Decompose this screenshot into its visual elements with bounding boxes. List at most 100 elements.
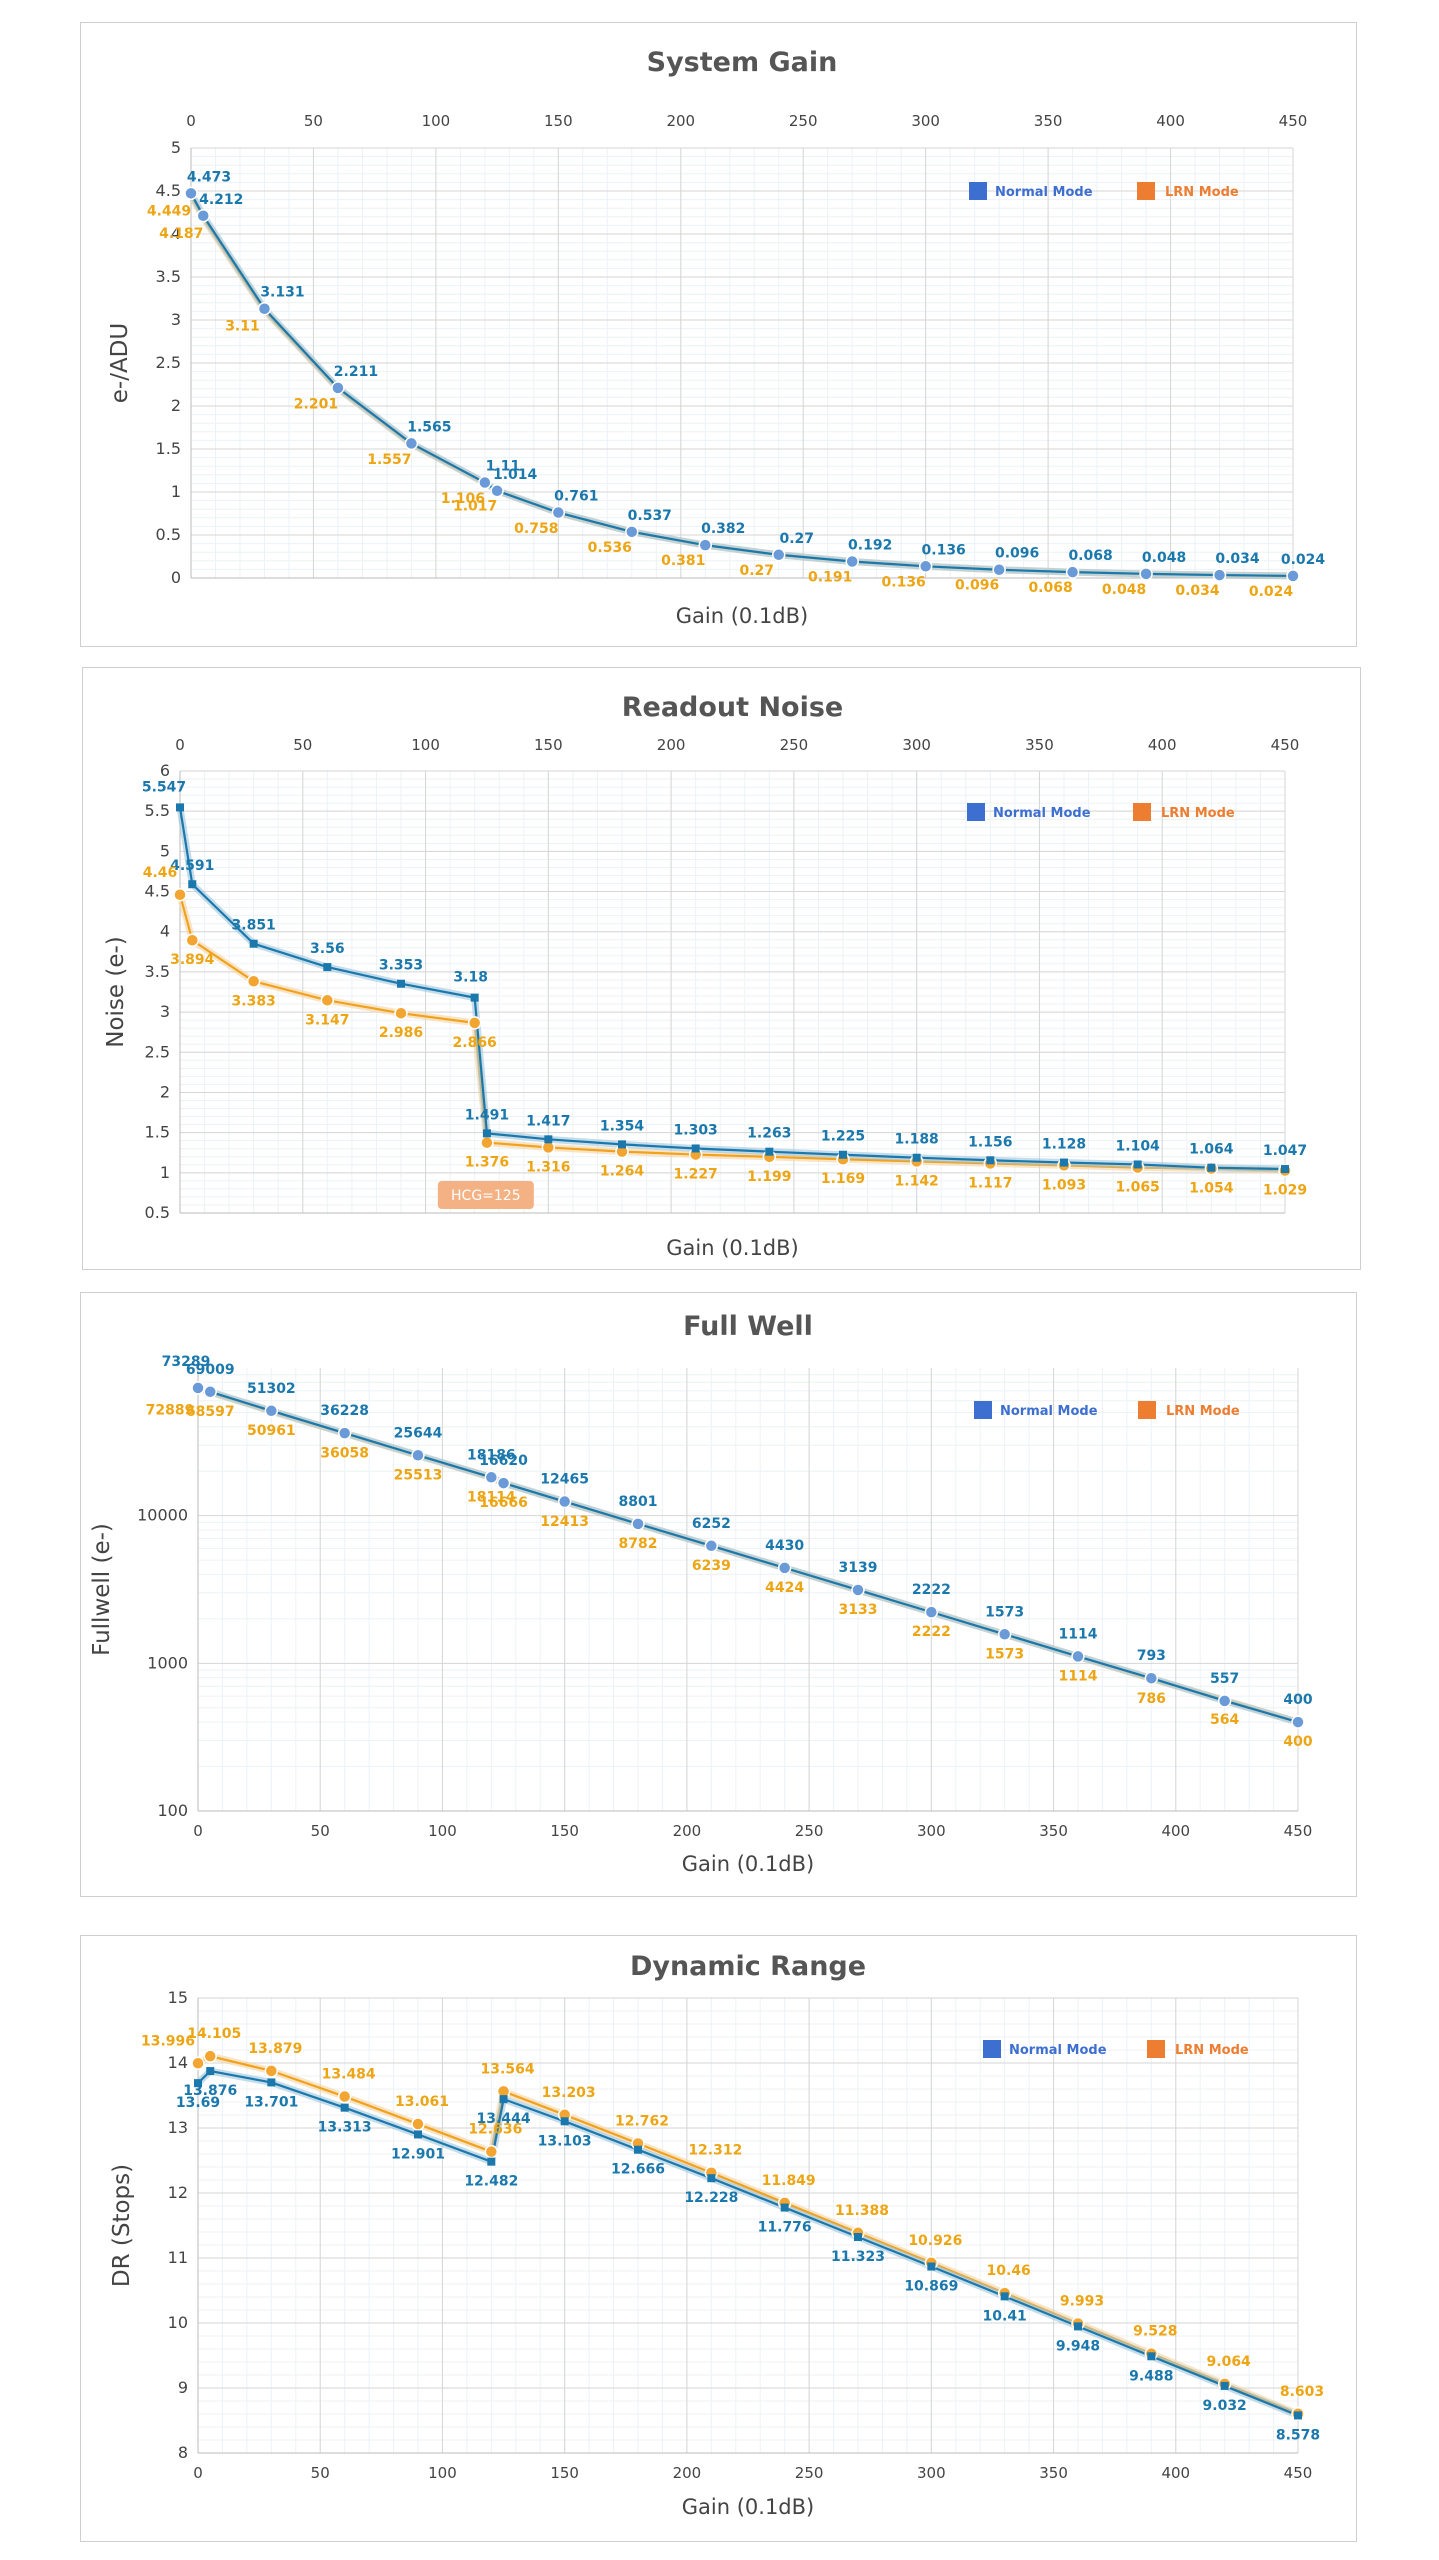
lrn-mode-data-label: 0.27 — [739, 563, 774, 579]
y-tick-label: 4 — [160, 922, 170, 941]
lrn-mode-marker — [191, 2056, 205, 2071]
normal-mode-marker — [487, 2157, 496, 2166]
normal-mode-marker — [924, 1605, 939, 1619]
normal-mode-data-label: 1.417 — [526, 1113, 570, 1129]
lrn-mode-data-label: 8782 — [619, 1536, 658, 1552]
normal-mode-data-label: 1.225 — [821, 1129, 865, 1145]
x-tick-label: 450 — [1284, 2464, 1313, 2482]
x-tick-label: 250 — [795, 2464, 824, 2482]
normal-mode-marker — [912, 1153, 921, 1162]
lrn-mode-data-label: 1.557 — [367, 452, 411, 468]
lrn-mode-data-label: 25513 — [394, 1468, 443, 1484]
x-tick-label: 150 — [544, 112, 573, 130]
y-tick-label: 1.5 — [145, 1123, 170, 1142]
full-well-chart-panel: Full Well 0 50 100 150 200 250 300 350 400 450 100 1… — [80, 1292, 1357, 1897]
normal-mode-data-label: 0.034 — [1215, 551, 1260, 567]
lrn-mode-data-label: 1.017 — [453, 499, 497, 515]
dynamic-range-chart-panel: Dynamic Range 0 50 100 150 200 250 300 350 400 450… — [80, 1935, 1357, 2542]
normal-mode-marker — [1294, 2411, 1302, 2420]
legend-lrn-label: LRN Mode — [1161, 806, 1235, 821]
legend-lrn-swatch — [1147, 2040, 1165, 2058]
lrn-mode-data-label: 12.636 — [468, 2122, 522, 2138]
lrn-mode-data-label: 786 — [1137, 1691, 1166, 1707]
y-tick-label: 3 — [160, 1002, 170, 1021]
normal-mode-marker — [478, 475, 492, 490]
normal-mode-data-label: 11.776 — [758, 2220, 812, 2236]
normal-mode-marker — [634, 2145, 642, 2154]
normal-mode-marker — [404, 436, 419, 451]
y-tick-label: 10000 — [137, 1506, 188, 1525]
lrn-mode-data-label: 2.866 — [453, 1035, 497, 1051]
system-gain-chart-panel: System Gain 0 50 100 150 200 250 300 350 400 450 0 0… — [80, 22, 1357, 647]
x-tick-label: 100 — [422, 112, 451, 130]
y-tick-label: 1 — [160, 1163, 170, 1182]
x-tick-label: 300 — [911, 112, 940, 130]
normal-mode-marker — [337, 1426, 352, 1440]
normal-mode-marker — [704, 1539, 719, 1553]
normal-mode-data-label: 12.901 — [391, 2146, 445, 2162]
y-tick-label: 15 — [168, 1988, 188, 2007]
lrn-mode-data-label: 9.993 — [1060, 2293, 1104, 2309]
normal-mode-data-label: 1.303 — [674, 1122, 718, 1138]
x-tick-label: 250 — [789, 112, 818, 130]
normal-mode-data-label: 13.103 — [538, 2133, 592, 2149]
y-tick-label: 6 — [160, 761, 170, 780]
x-tick-label: 50 — [311, 1822, 330, 1840]
normal-mode-data-label: 1.11 — [486, 459, 521, 475]
lrn-mode-data-label: 2222 — [912, 1624, 951, 1640]
lrn-mode-data-label: 16666 — [479, 1495, 528, 1511]
normal-mode-marker — [557, 1494, 572, 1509]
normal-mode-marker — [765, 1147, 774, 1156]
normal-mode-marker — [196, 209, 210, 223]
normal-mode-data-label: 1.047 — [1263, 1143, 1307, 1159]
x-tick-label: 150 — [534, 736, 563, 754]
y-axis-label: Noise (e-) — [103, 936, 129, 1048]
normal-mode-marker — [1139, 567, 1153, 581]
legend-lrn-label: LRN Mode — [1165, 185, 1239, 200]
lrn-mode-marker — [203, 2049, 217, 2063]
y-tick-label: 4.5 — [145, 882, 170, 901]
lrn-mode-data-label: 12413 — [540, 1514, 589, 1530]
x-tick-label: 300 — [917, 2464, 946, 2482]
legend-normal-swatch — [969, 182, 987, 200]
normal-mode-data-label: 69009 — [186, 1362, 235, 1378]
y-tick-label: 100 — [157, 1801, 188, 1820]
normal-mode-data-label: 4.473 — [187, 169, 231, 185]
normal-mode-marker — [997, 1627, 1012, 1642]
normal-mode-marker — [484, 1470, 499, 1485]
normal-mode-marker — [625, 525, 639, 539]
x-tick-label: 150 — [550, 2464, 579, 2482]
lrn-mode-data-label: 564 — [1210, 1712, 1239, 1728]
normal-mode-line — [178, 807, 1286, 1171]
x-axis-label: Gain (0.1dB) — [676, 604, 808, 628]
y-tick-label: 2 — [171, 396, 181, 415]
normal-mode-marker — [249, 939, 258, 948]
x-tick-label: 0 — [186, 112, 196, 130]
y-tick-label: 8 — [178, 2443, 188, 2462]
normal-mode-marker — [397, 979, 405, 988]
normal-mode-marker — [264, 1404, 279, 1418]
x-tick-label: 350 — [1039, 1822, 1068, 1840]
x-tick-label: 350 — [1034, 112, 1063, 130]
normal-mode-data-label: 4430 — [765, 1538, 804, 1554]
lrn-mode-data-label: 400 — [1283, 1734, 1312, 1750]
normal-mode-data-label: 13.313 — [318, 2120, 372, 2136]
x-tick-label: 200 — [657, 736, 686, 754]
normal-mode-data-label: 3139 — [839, 1560, 878, 1576]
normal-mode-data-label: 9.488 — [1129, 2368, 1173, 2384]
lrn-mode-data-label: 0.048 — [1102, 582, 1146, 598]
y-tick-label: 2.5 — [145, 1042, 170, 1061]
legend-lrn-swatch — [1137, 182, 1155, 200]
normal-mode-marker — [499, 2095, 508, 2104]
normal-mode-data-label: 10.869 — [904, 2279, 958, 2295]
legend-normal-label: Normal Mode — [995, 185, 1093, 200]
lrn-mode-data-label: 6239 — [692, 1558, 731, 1574]
normal-mode-marker — [184, 186, 198, 201]
y-tick-label: 12 — [168, 2183, 188, 2202]
normal-mode-marker — [1060, 1158, 1068, 1167]
x-tick-label: 400 — [1161, 1822, 1190, 1840]
lrn-mode-data-label: 1.093 — [1042, 1177, 1086, 1193]
normal-mode-marker — [188, 880, 197, 889]
normal-mode-marker — [1144, 1671, 1159, 1685]
lrn-mode-data-label: 1.065 — [1116, 1180, 1160, 1196]
